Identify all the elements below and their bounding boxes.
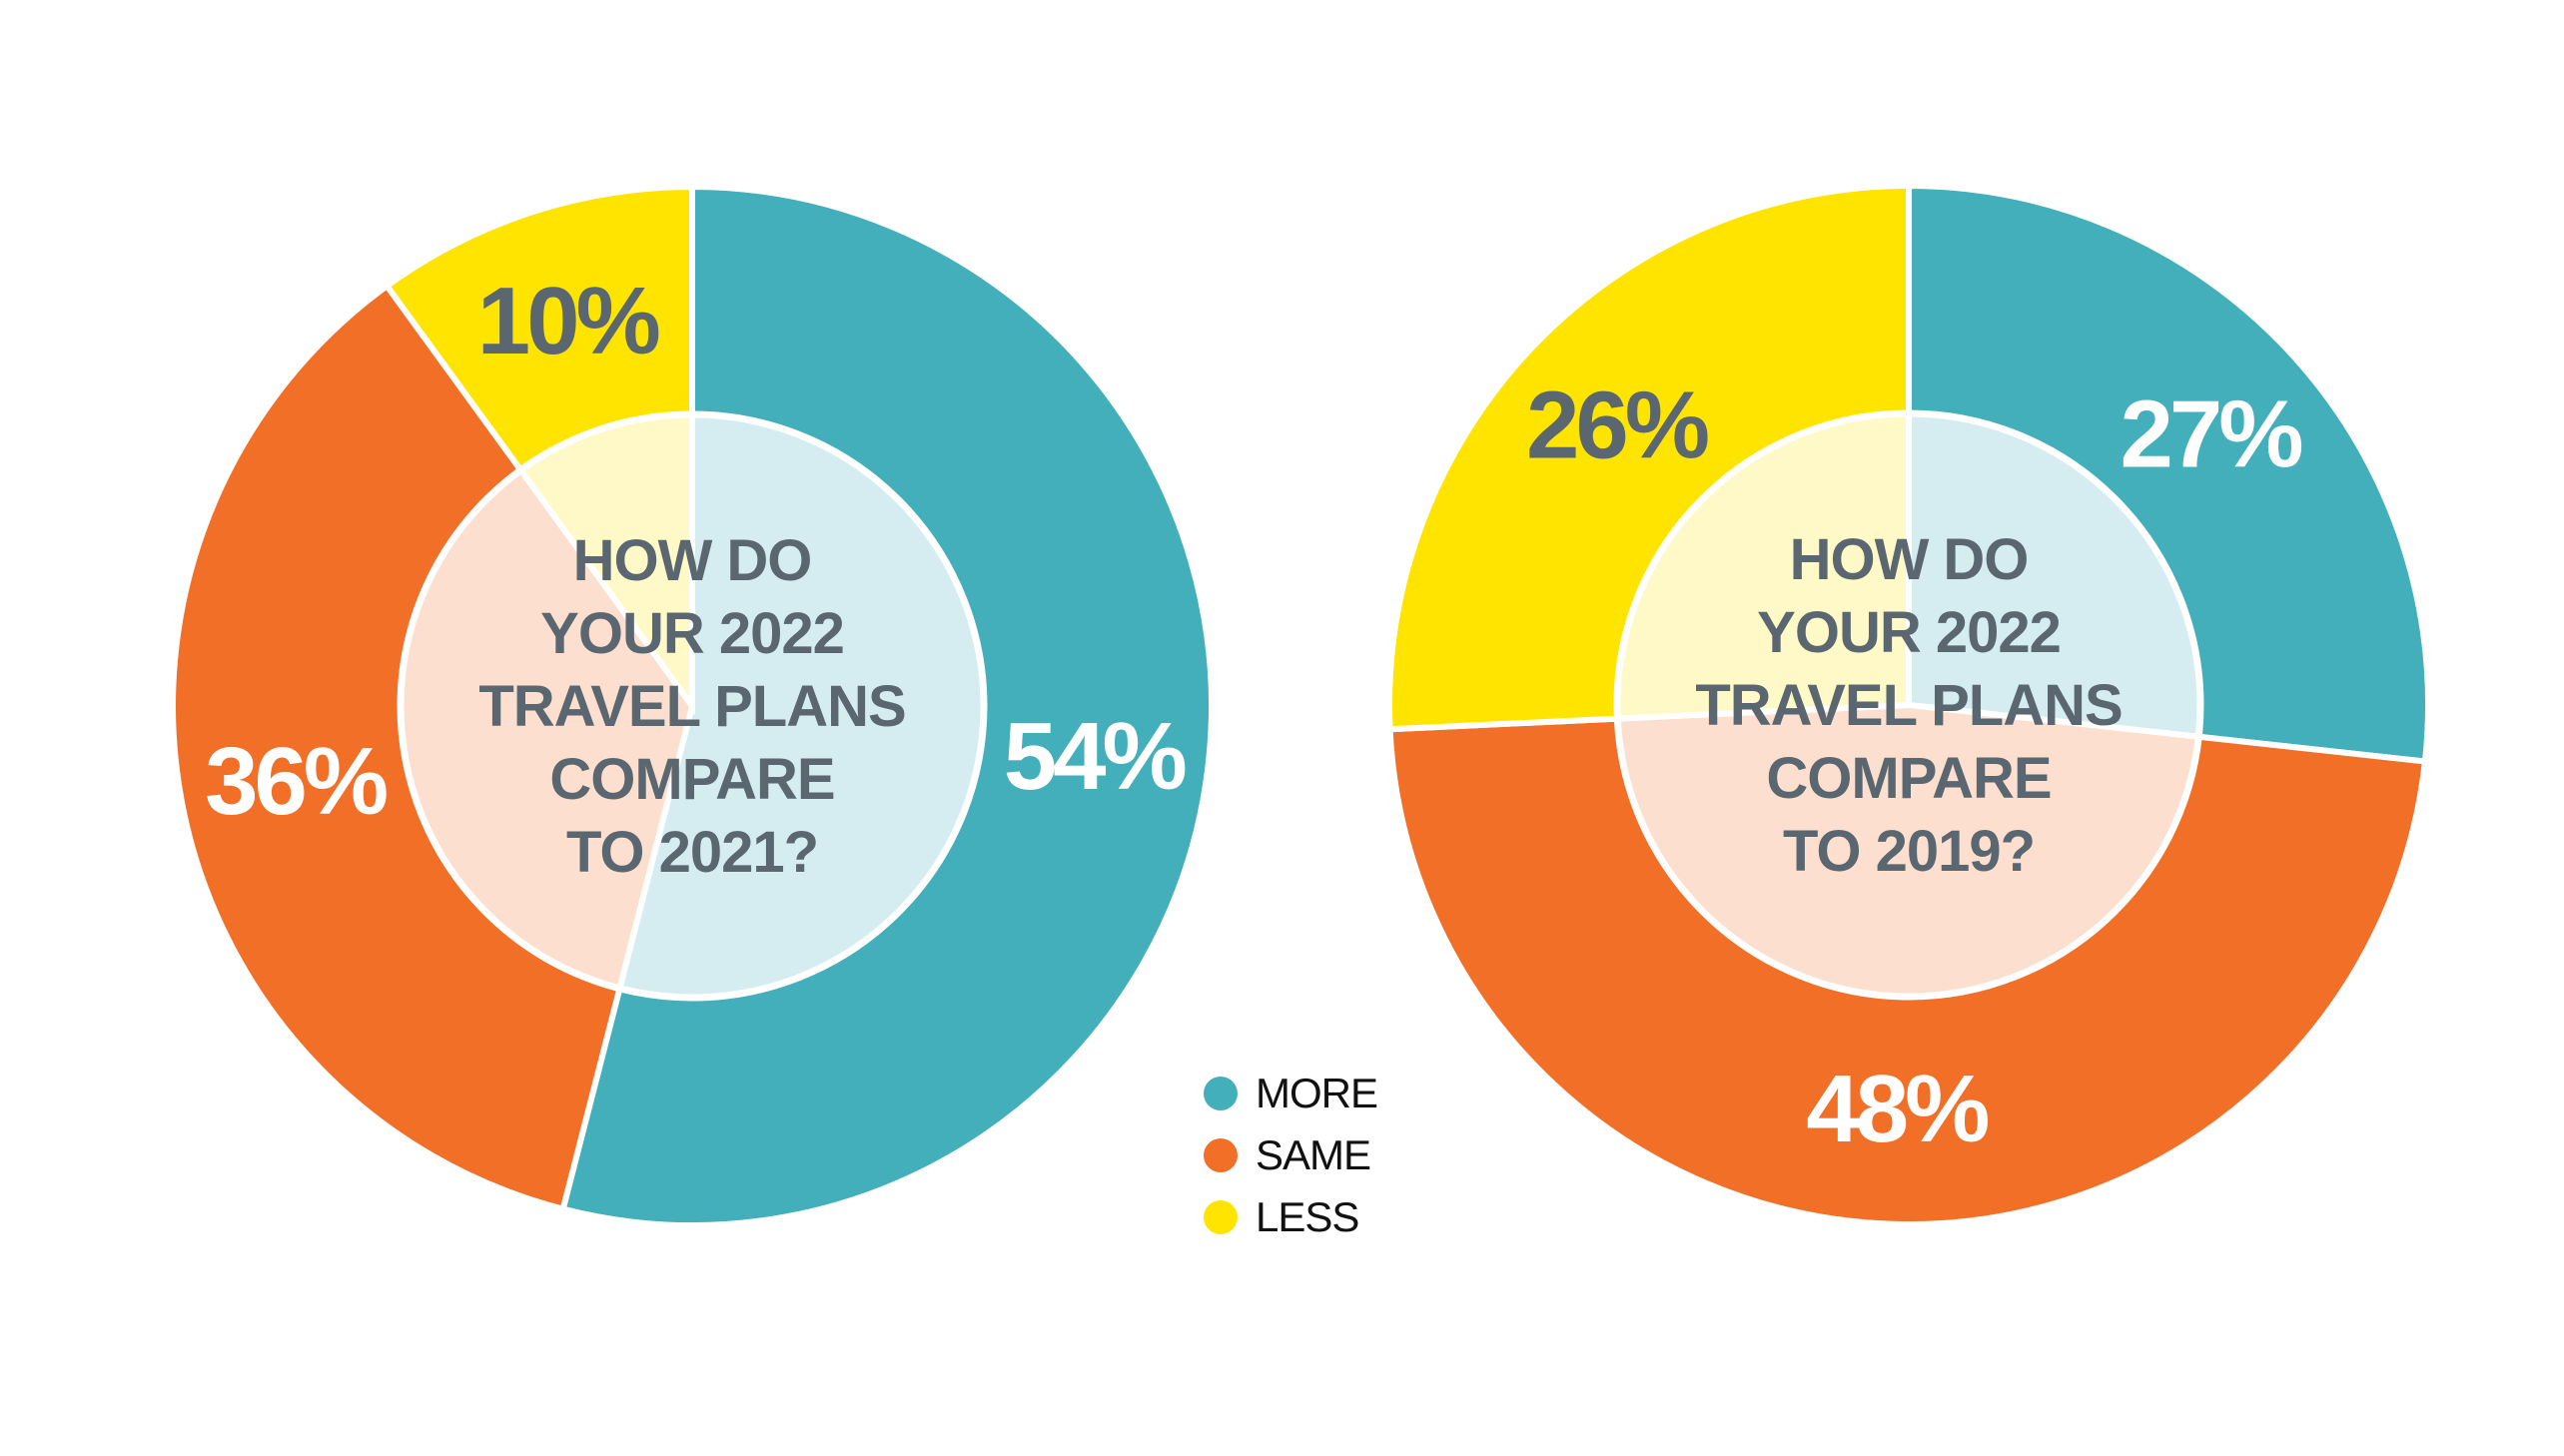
legend-item-same: SAME [1204, 1131, 1377, 1178]
legend-label-less: LESS [1256, 1193, 1359, 1240]
data-label-same: 48% [1806, 1056, 1988, 1162]
data-label-more: 27% [2120, 381, 2301, 488]
chart-title-line: COMPARE [1766, 746, 2051, 811]
chart-title-line: COMPARE [549, 747, 834, 812]
legend-label-same: SAME [1256, 1131, 1371, 1178]
legend-dot-more [1204, 1077, 1238, 1110]
chart-title-line: HOW DO [1790, 527, 2029, 592]
legend-item-more: MORE [1204, 1070, 1378, 1116]
legend-dot-less [1204, 1200, 1238, 1234]
chart-title-line: HOW DO [573, 528, 812, 593]
data-label-more: 54% [1004, 703, 1186, 810]
legend-item-less: LESS [1204, 1193, 1377, 1240]
chart-title-line: TO 2021? [566, 820, 818, 885]
data-label-less: 26% [1526, 371, 1708, 478]
center-disc [397, 410, 988, 1002]
legend: MORE SAME LESS [1204, 1070, 1378, 1240]
donut-chart-1: 54% 36% 10% HOW DO YOUR 2022 TRAVEL PLANS COMP… [170, 183, 1216, 1228]
donut-chart-2: 27% 48% 26% HOW DO YOUR 2022 TRAVEL PLANS COMP… [1386, 182, 2431, 1227]
chart-title-line: TRAVEL PLANS [478, 674, 905, 739]
chart-title-line: YOUR 2022 [540, 601, 844, 666]
chart-title-line: YOUR 2022 [1757, 600, 2061, 665]
chart-title-line: TO 2019? [1783, 819, 2035, 884]
center-disc [1613, 409, 2204, 1001]
data-label-same: 36% [205, 728, 387, 835]
legend-label-more: MORE [1256, 1070, 1378, 1116]
chart-title-line: TRAVEL PLANS [1695, 673, 2122, 738]
data-label-less: 10% [477, 268, 659, 374]
legend-dot-same [1204, 1138, 1238, 1172]
